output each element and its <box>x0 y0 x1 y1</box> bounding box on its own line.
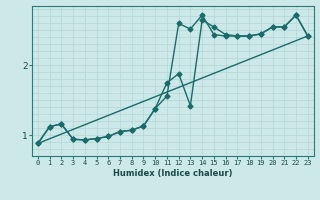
X-axis label: Humidex (Indice chaleur): Humidex (Indice chaleur) <box>113 169 233 178</box>
